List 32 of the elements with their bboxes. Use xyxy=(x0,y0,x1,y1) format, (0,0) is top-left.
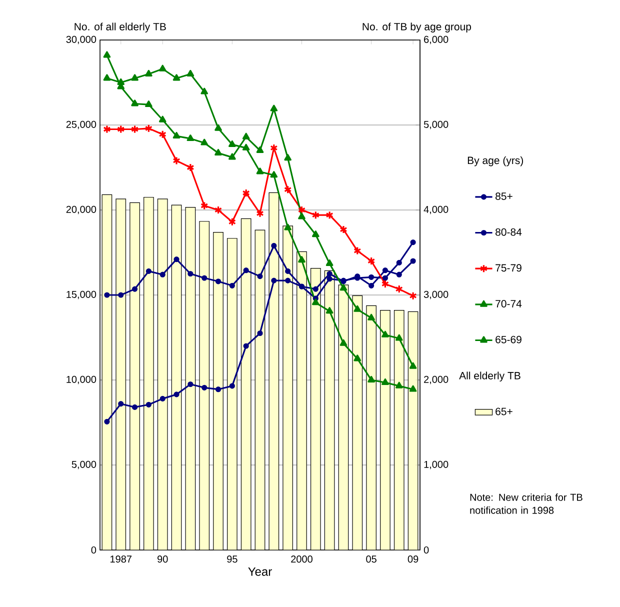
legend-label: 75-79 xyxy=(496,264,522,272)
x-tick-label: 90 xyxy=(158,556,168,563)
y-axis-title: No. of all elderly TB xyxy=(74,22,166,32)
legend-label: 65+ xyxy=(496,408,512,416)
y-tick-label: 5,000 xyxy=(72,460,96,470)
y-tick-label: 0 xyxy=(91,546,96,554)
legend-label: 80-84 xyxy=(496,228,522,236)
x-tick-label: 95 xyxy=(227,556,238,563)
y-tick-label: 25,000 xyxy=(66,120,96,130)
x-tick-label: 05 xyxy=(366,556,376,563)
y2-axis-title: No. of TB by age group xyxy=(362,22,472,32)
legend-title: By age (yrs) xyxy=(468,156,524,166)
y2-tick-label: 6,000 xyxy=(424,36,448,44)
y2-tick-label: 0 xyxy=(424,546,429,554)
y-tick-label: 20,000 xyxy=(66,206,96,214)
legend-label: 65-69 xyxy=(496,336,522,344)
y2-tick-label: 4,000 xyxy=(424,206,448,214)
y2-tick-label: 3,000 xyxy=(424,290,448,300)
legend-label: 85+ xyxy=(496,192,512,200)
y-tick-label: 15,000 xyxy=(66,290,96,300)
y2-tick-label: 5,000 xyxy=(424,120,448,130)
text: All elderly TB xyxy=(459,372,520,382)
y2-tick-label: 2,000 xyxy=(424,376,448,384)
text: Note: New criteria for TB notification in 1998 xyxy=(470,494,582,514)
y-tick-label: 30,000 xyxy=(66,36,96,44)
x-tick-label: 1987 xyxy=(110,556,132,563)
x-tick-label: 2000 xyxy=(291,556,312,563)
x-tick-label: 09 xyxy=(408,556,418,563)
y-tick-label: 10,000 xyxy=(66,376,96,384)
x-axis-title: Year xyxy=(248,567,272,576)
legend-label: 70-74 xyxy=(496,300,522,308)
y2-tick-label: 1,000 xyxy=(424,460,448,470)
